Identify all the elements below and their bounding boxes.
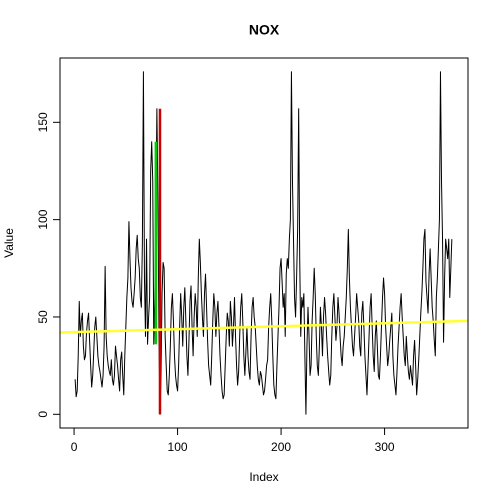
y-tick-label: 0 (36, 411, 50, 418)
x-tick-label: 0 (71, 440, 78, 454)
y-tick-label: 50 (36, 310, 50, 324)
y-axis-label: Value (2, 228, 16, 258)
y-tick-label: 100 (36, 209, 50, 229)
x-axis-label: Index (249, 470, 278, 484)
x-tick-label: 200 (271, 440, 291, 454)
x-tick-label: 300 (375, 440, 395, 454)
y-tick-label: 150 (36, 112, 50, 132)
data-line (74, 71, 453, 415)
data-line (60, 319, 468, 334)
x-tick-label: 100 (168, 440, 188, 454)
plot-frame (59, 57, 469, 429)
chart-title: NOX (249, 22, 280, 38)
